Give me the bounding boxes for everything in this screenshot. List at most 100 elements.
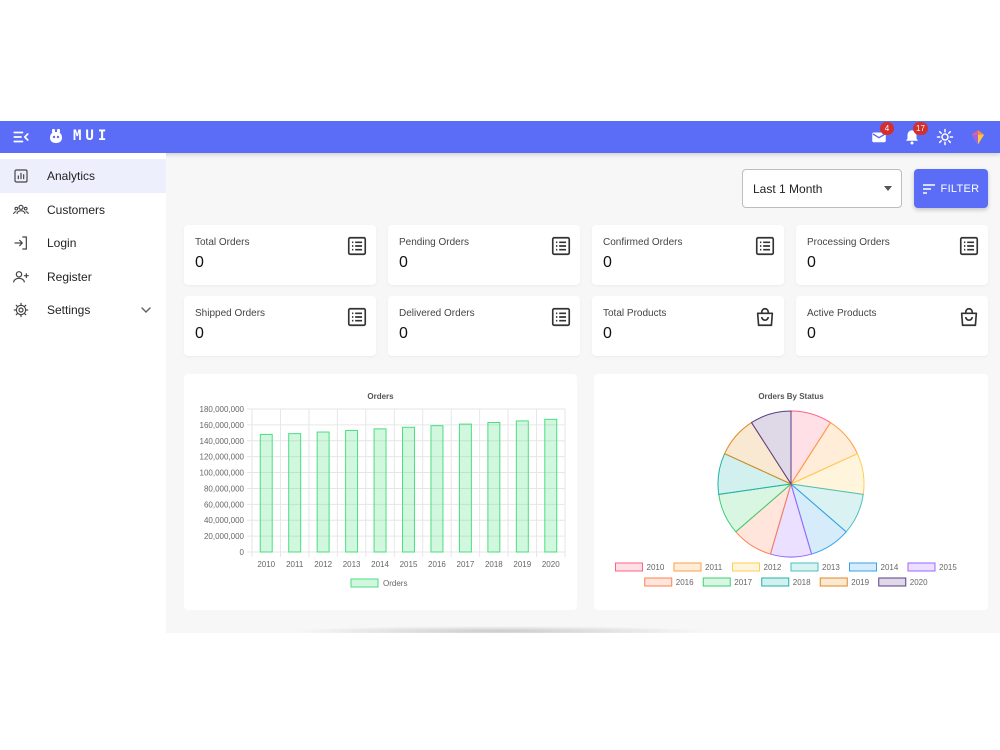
y-tick-label: 0 — [240, 548, 245, 557]
stat-card-value: 0 — [807, 325, 816, 342]
legend-swatch — [702, 577, 731, 587]
sidebar-item-register[interactable]: Register — [0, 260, 166, 294]
legend-swatch — [350, 578, 379, 588]
theme-toggle-button[interactable] — [936, 128, 954, 146]
sidebar-item-settings[interactable]: Settings — [0, 293, 166, 327]
legend-label: 2014 — [881, 563, 899, 572]
legend-item[interactable]: 2020 — [878, 577, 928, 587]
diamond-icon — [972, 130, 984, 145]
status-chart-title: Orders By Status — [758, 392, 824, 401]
legend-item[interactable]: 2016 — [644, 577, 694, 587]
stat-card-value: 0 — [603, 254, 612, 271]
sidebar-item-login[interactable]: Login — [0, 226, 166, 260]
y-tick-label: 140,000,000 — [200, 437, 245, 446]
legend-item[interactable]: 2011 — [673, 562, 723, 572]
bar[interactable] — [487, 422, 501, 553]
stat-card-pending-orders: Pending Orders 0 — [388, 225, 580, 285]
chevron-down-icon[interactable] — [140, 304, 152, 316]
mail-icon — [872, 132, 886, 143]
mail-button[interactable]: 4 — [870, 122, 894, 146]
x-tick-label: 2011 — [286, 560, 304, 569]
sidebar-item-label: Settings — [47, 303, 91, 317]
sidebar-item-label: Analytics — [47, 169, 96, 183]
period-select[interactable]: Last 1 Month — [742, 169, 902, 208]
stat-card-total-products: Total Products 0 — [592, 296, 784, 356]
x-tick-label: 2014 — [371, 560, 389, 569]
legend-swatch — [849, 562, 877, 572]
logo-icon — [50, 129, 62, 143]
stat-card-title: Total Orders — [195, 237, 250, 248]
legend-item[interactable]: 2014 — [849, 562, 899, 572]
y-tick-label: 120,000,000 — [200, 453, 245, 462]
notifications-button[interactable]: 17 — [903, 122, 928, 146]
menu-collapse-icon[interactable] — [12, 128, 30, 146]
y-tick-label: 60,000,000 — [204, 500, 245, 509]
logo[interactable]: MUI — [49, 128, 110, 144]
legend-item[interactable]: 2018 — [761, 577, 811, 587]
legend-item[interactable]: 2015 — [907, 562, 957, 572]
bar[interactable] — [430, 425, 444, 553]
bar[interactable] — [544, 418, 558, 553]
app-bar: MUI 4 17 — [0, 121, 1000, 153]
legend-label: 2010 — [647, 563, 665, 572]
bar[interactable] — [458, 423, 472, 553]
sidebar-item-analytics[interactable]: Analytics — [0, 159, 166, 193]
legend-swatch — [644, 577, 673, 587]
x-tick-label: 2017 — [457, 560, 475, 569]
bar[interactable] — [345, 429, 359, 553]
diamond-button[interactable] — [969, 128, 987, 146]
bar[interactable] — [515, 420, 529, 553]
group-icon — [13, 204, 29, 215]
stat-card-delivered-orders: Delivered Orders 0 — [388, 296, 580, 356]
notifications-badge: 17 — [913, 122, 928, 135]
bottom-shadow — [290, 626, 710, 633]
stat-card-title: Confirmed Orders — [603, 237, 683, 248]
bar[interactable] — [373, 428, 387, 553]
shopping-bag-icon — [960, 308, 978, 327]
stat-card-active-products: Active Products 0 — [796, 296, 988, 356]
bar[interactable] — [402, 426, 415, 553]
list-icon — [347, 307, 367, 327]
gear-icon — [13, 302, 29, 318]
x-tick-label: 2020 — [542, 560, 560, 569]
app-frame: MUI 4 17 — [0, 121, 1000, 633]
stat-card-title: Shipped Orders — [195, 308, 266, 319]
sun-icon — [936, 128, 954, 146]
orders-bar-chart: 180,000,000 160,000,000 140,000,000 120,000… — [200, 405, 566, 588]
list-icon — [959, 236, 979, 256]
legend-item[interactable]: 2019 — [819, 577, 870, 587]
legend-label: 2012 — [764, 563, 782, 572]
legend-label: 2016 — [676, 578, 694, 587]
legend-item[interactable]: 2010 — [615, 562, 665, 572]
pie-slice[interactable] — [750, 410, 792, 486]
filter-button[interactable]: FILTER — [914, 169, 988, 208]
stat-card-title: Delivered Orders — [399, 308, 475, 319]
legend-item[interactable]: 2012 — [732, 562, 782, 572]
legend-label: 2015 — [939, 563, 957, 572]
legend-item[interactable]: 2013 — [790, 562, 840, 572]
bar[interactable] — [316, 431, 330, 553]
x-tick-label: 2010 — [257, 560, 275, 569]
bar[interactable] — [259, 433, 273, 553]
stat-card-confirmed-orders: Confirmed Orders 0 — [592, 225, 784, 285]
stat-card-title: Processing Orders — [807, 237, 890, 248]
sidebar-item-label: Register — [47, 270, 92, 284]
legend-item[interactable]: Orders — [350, 578, 407, 588]
legend-item[interactable]: 2017 — [702, 577, 753, 587]
sidebar: Analytics Customers Login Reg — [0, 153, 166, 633]
filter-icon — [922, 183, 935, 194]
legend-label: 2019 — [851, 578, 869, 587]
bar[interactable] — [288, 433, 302, 553]
sidebar-item-customers[interactable]: Customers — [0, 193, 166, 227]
x-tick-label: 2016 — [428, 560, 446, 569]
orders-by-status-pie-chart: 2010 2011 2012 2013 2014 2015 2016 2017 2018 2019… — [615, 410, 957, 587]
stat-card-value: 0 — [603, 325, 612, 342]
legend-swatch — [819, 577, 848, 587]
stat-card-processing-orders: Processing Orders 0 — [796, 225, 988, 285]
legend-swatch — [761, 577, 790, 587]
sidebar-item-label: Login — [47, 236, 77, 250]
list-icon — [347, 236, 367, 256]
legend-swatch — [790, 562, 819, 572]
stat-card-title: Total Products — [603, 308, 667, 319]
y-tick-label: 20,000,000 — [204, 532, 245, 541]
